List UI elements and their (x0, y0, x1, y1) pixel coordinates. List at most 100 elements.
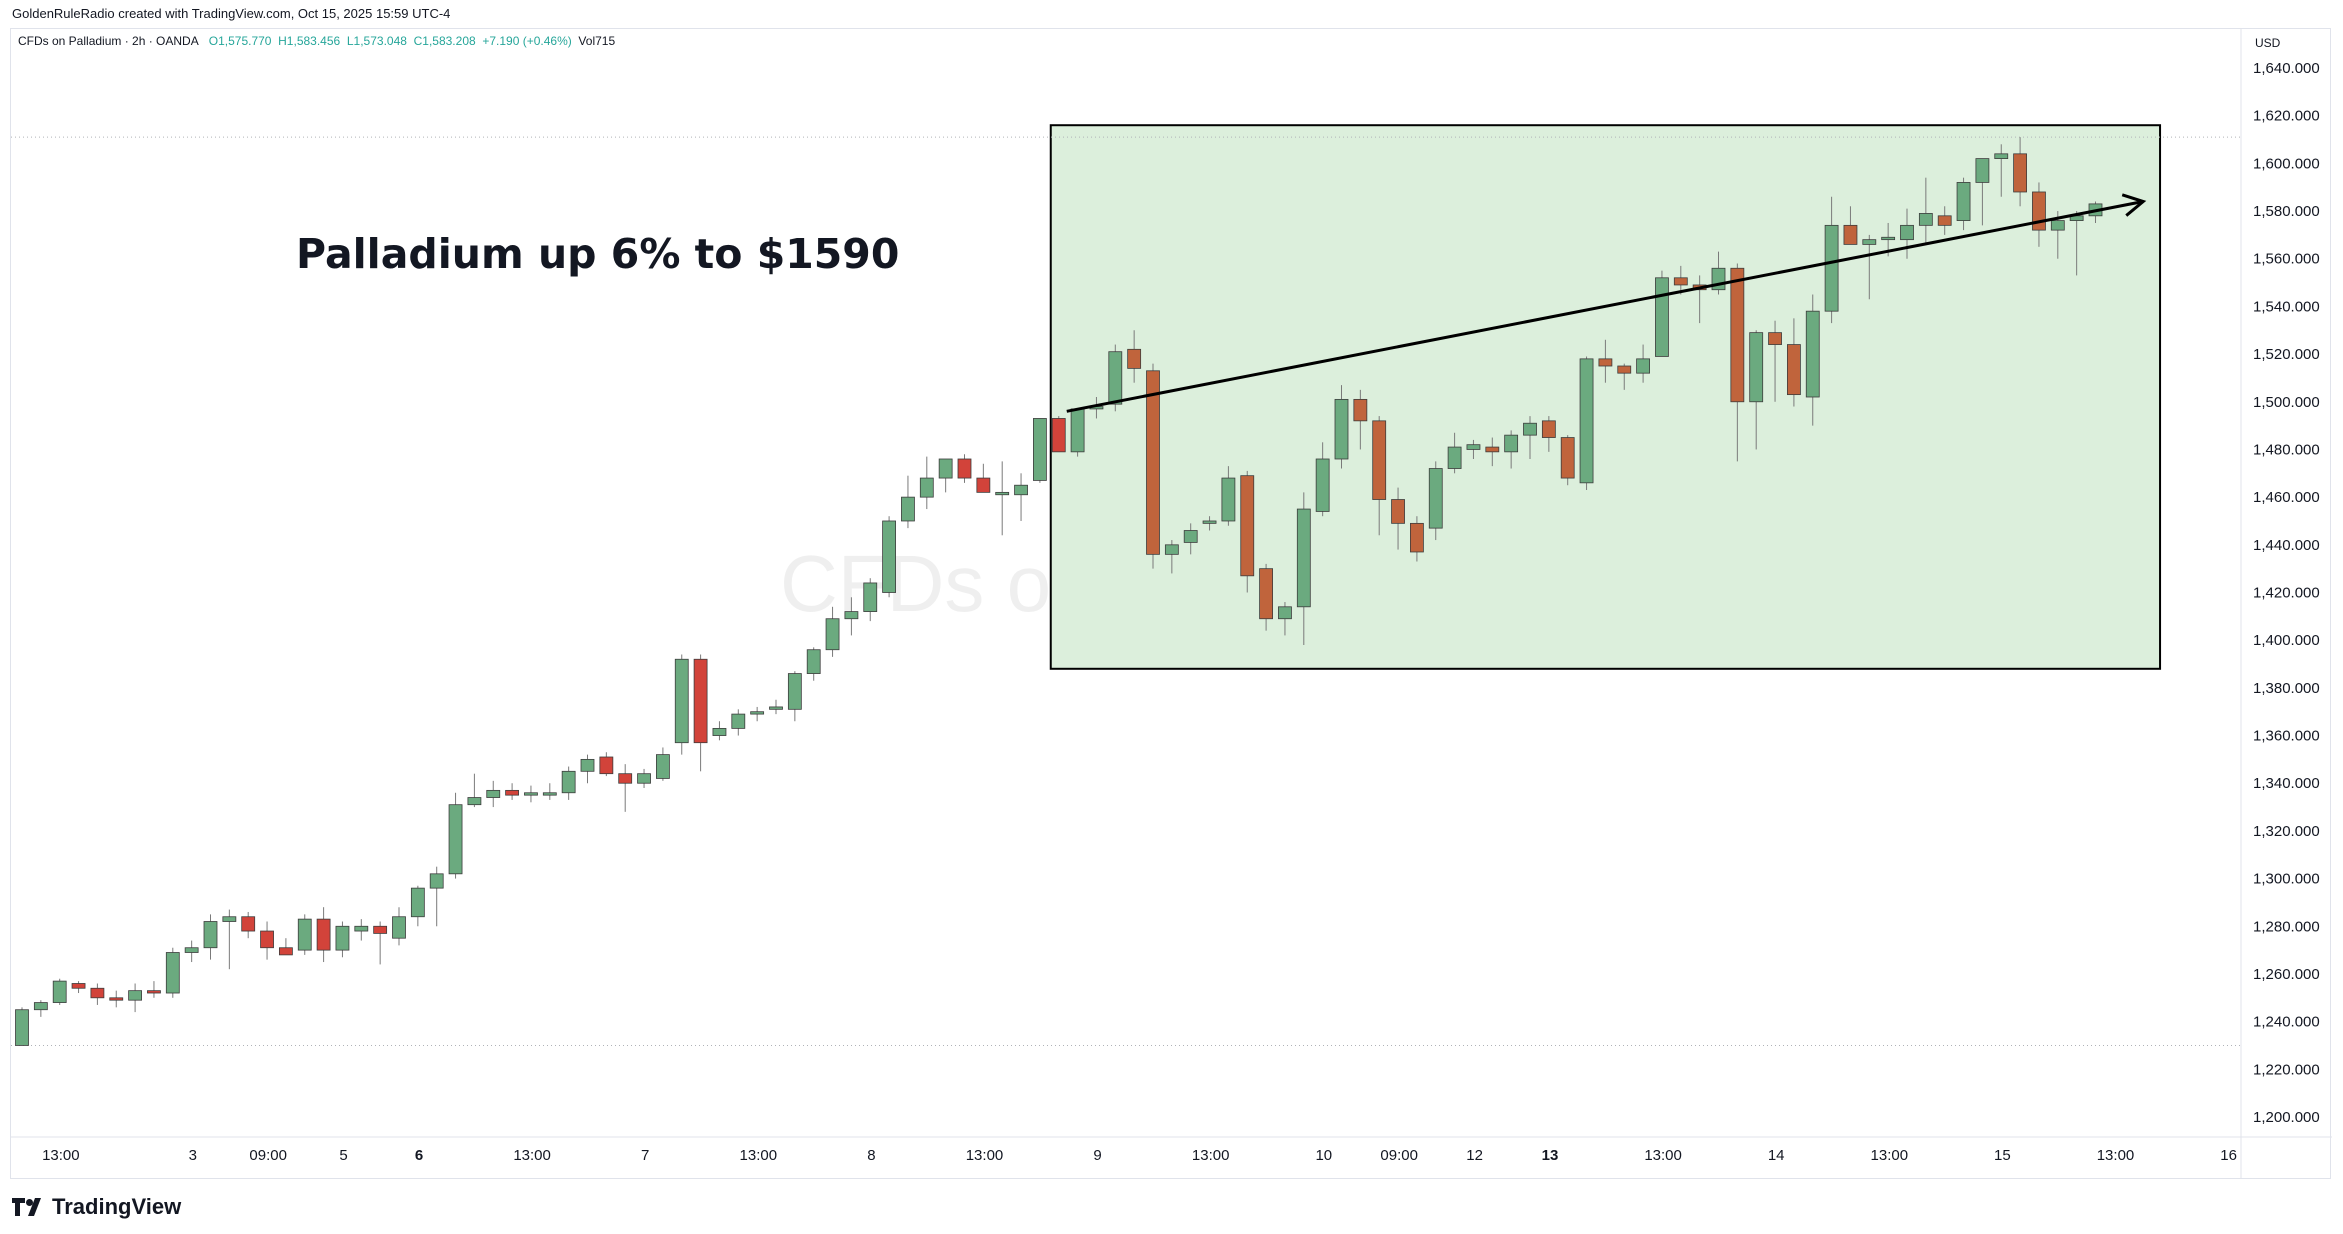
candle-body (2013, 153, 2027, 193)
candle-body (429, 873, 444, 889)
time-tick-label: 13:00 (966, 1147, 1004, 1164)
price-tick-label: 1,340.000 (2253, 775, 2320, 792)
candle-body (806, 649, 821, 674)
candle-body (52, 980, 67, 1003)
price-tick-label: 1,280.000 (2253, 918, 2320, 935)
candle-body (1485, 446, 1500, 453)
candle-body (222, 916, 237, 922)
candle-body (656, 754, 670, 779)
time-tick-label: 3 (189, 1147, 197, 1164)
candle-body (410, 887, 425, 918)
candle-body (1202, 520, 1217, 524)
candle-body (33, 1002, 48, 1011)
candle-body (919, 477, 934, 498)
tradingview-logo-icon (12, 1198, 44, 1216)
candle-body (901, 496, 915, 522)
price-tick-label: 1,520.000 (2253, 346, 2320, 363)
highlight-rectangle (1049, 124, 2162, 670)
candle-body (1334, 398, 1349, 460)
candle-body (147, 990, 161, 994)
candle-body (486, 789, 501, 798)
candle-body (1617, 365, 1632, 374)
candle-body (599, 756, 614, 775)
symbol-legend: CFDs on Palladium · 2h · OANDA O1,575.77… (18, 34, 615, 48)
price-tick-label: 1,320.000 (2253, 823, 2320, 840)
candle-body (1410, 522, 1424, 553)
candle-body (1127, 348, 1142, 369)
candle-body (787, 673, 802, 710)
candle-body (373, 925, 388, 934)
price-tick-label: 1,400.000 (2253, 632, 2320, 649)
candle-body (1183, 530, 1198, 543)
candle-body (1655, 277, 1669, 357)
candle-body (1749, 332, 1764, 403)
legend-high: H1,583.456 (278, 34, 341, 48)
candle-body (769, 706, 783, 710)
candle-body (1033, 418, 1047, 481)
price-tick-label: 1,420.000 (2253, 585, 2320, 602)
candle-body (1579, 358, 1594, 484)
time-tick-label: 9 (1093, 1147, 1101, 1164)
candle-body (1730, 267, 1745, 403)
price-axis-currency: USD (2255, 36, 2281, 50)
candle-body (15, 1009, 29, 1046)
candle-body (1956, 182, 1971, 221)
candle-body (165, 952, 180, 994)
price-tick-label: 1,560.000 (2253, 251, 2320, 268)
candle-body (1862, 239, 1877, 245)
price-tick-label: 1,240.000 (2253, 1014, 2320, 1031)
price-tick-label: 1,460.000 (2253, 489, 2320, 506)
legend-symbol: CFDs on Palladium · 2h · OANDA (18, 34, 199, 48)
time-tick-label: 13:00 (513, 1147, 551, 1164)
candle-body (354, 925, 369, 932)
candle-body (1787, 344, 1801, 396)
candle-body (674, 658, 689, 744)
candle-body (1900, 224, 1914, 241)
candle-body (260, 930, 274, 949)
candle-body (1240, 475, 1255, 577)
candle-body (448, 804, 463, 875)
candle-body (1372, 420, 1387, 500)
chart-credit: GoldenRuleRadio created with TradingView… (12, 6, 451, 21)
time-tick-label: 15 (1994, 1147, 2011, 1164)
candle-body (392, 916, 406, 939)
price-tick-label: 1,200.000 (2253, 1109, 2320, 1126)
candle-body (976, 477, 991, 493)
candle-body (825, 618, 840, 651)
price-tick-label: 1,220.000 (2253, 1061, 2320, 1078)
candle-body (2050, 220, 2065, 231)
time-tick-label: 14 (1768, 1147, 1785, 1164)
candle-body (316, 918, 331, 951)
price-tick-label: 1,440.000 (2253, 537, 2320, 554)
candle-body (128, 990, 143, 1001)
candle-body (90, 987, 105, 999)
time-tick-label: 5 (339, 1147, 347, 1164)
tradingview-logo[interactable]: TradingView (12, 1194, 181, 1220)
price-tick-label: 1,640.000 (2253, 60, 2320, 77)
candle-body (2032, 191, 2046, 231)
candle-body (618, 773, 633, 784)
time-tick-label: 13:00 (42, 1147, 80, 1164)
legend-low: L1,573.048 (346, 34, 407, 48)
candle-body (1541, 420, 1556, 438)
candle-body (1108, 351, 1123, 405)
candle-body (1560, 437, 1575, 479)
candle-body (203, 921, 218, 949)
candle-body (467, 797, 482, 806)
candle-body (1636, 358, 1650, 374)
candle-body (524, 792, 538, 796)
candle-body (882, 520, 896, 593)
price-tick-label: 1,300.000 (2253, 871, 2320, 888)
legend-close: C1,583.208 (413, 34, 476, 48)
candle-body (241, 916, 256, 932)
candle-body (750, 711, 765, 715)
candle-body (184, 947, 199, 953)
candle-body (938, 458, 953, 479)
trend-arrow-head (2121, 193, 2147, 217)
candle-body (1278, 606, 1292, 620)
price-tick-label: 1,380.000 (2253, 680, 2320, 697)
candle-body (297, 918, 312, 951)
candle-body (1164, 544, 1179, 555)
candle-body (844, 611, 859, 620)
